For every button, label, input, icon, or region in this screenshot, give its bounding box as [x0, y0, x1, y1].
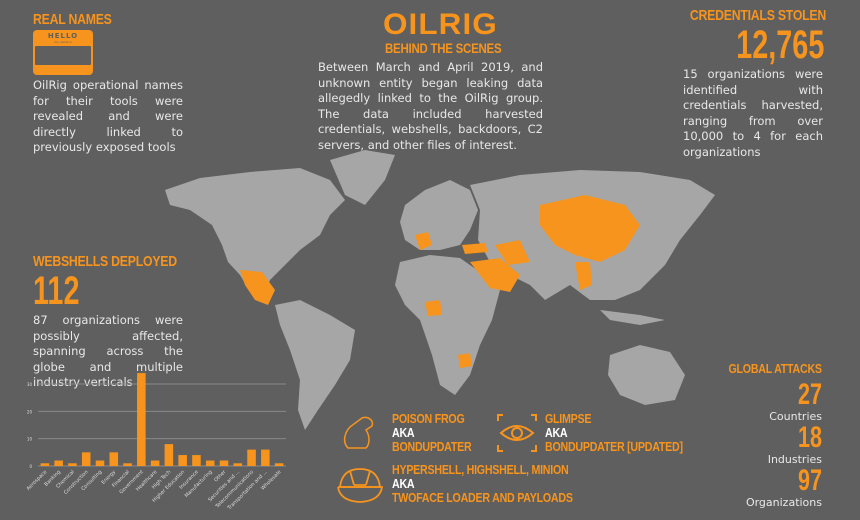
industry-bar-chart: 0102030AerospaceBankingChemicalConstruct…	[26, 373, 286, 512]
greenland	[330, 150, 395, 205]
countries-label: Countries	[769, 410, 822, 423]
global-attacks-title: GLOBAL ATTACKS	[728, 361, 823, 376]
bar	[95, 460, 105, 466]
credentials-description: 15 organizations were identified with cr…	[683, 67, 823, 159]
indonesia	[600, 310, 665, 325]
bar	[81, 452, 91, 466]
tool-aka: AKA	[392, 425, 415, 440]
middle-east-highlight	[470, 258, 520, 292]
global-attacks-stats: 27 Countries 18 Industries 97 Organizati…	[722, 378, 822, 510]
china-highlight	[540, 195, 640, 262]
badge-text: HELLO	[47, 32, 79, 40]
bar	[219, 460, 229, 466]
real-names-title: REAL NAMES	[33, 11, 112, 28]
tool-glimpse: GLIMPSE AKA BONDUPDATER [UPDATED]	[545, 412, 683, 454]
bar	[205, 460, 215, 466]
turtle-shell-icon	[336, 465, 384, 505]
continents	[165, 150, 715, 430]
tool-alias: BONDUPDATER	[392, 439, 472, 454]
tool-name: POISON FROG	[392, 411, 465, 426]
webshells-description: 87 organizations were possibly affected,…	[33, 313, 183, 389]
tool-aka: AKA	[545, 425, 568, 440]
webshells-value: 112	[33, 269, 80, 313]
bar	[233, 463, 243, 466]
south-america	[275, 300, 355, 430]
hello-badge-icon: HELLO my name is	[33, 30, 93, 75]
tool-hypershell: HYPERSHELL, HIGHSHELL, MINION AKA TWOFAC…	[392, 463, 573, 505]
y-tick-label: 0	[29, 464, 32, 469]
tool-alias: TWOFACE LOADER AND PAYLOADS	[392, 490, 573, 505]
africa	[395, 255, 500, 395]
iran-highlight	[495, 240, 530, 265]
credentials-title: CREDENTIALS STOLEN	[689, 7, 826, 24]
turkey-highlight	[462, 243, 488, 254]
webshells-title: WEBSHELLS DEPLOYED	[33, 253, 177, 270]
nigeria-highlight	[425, 300, 442, 316]
bar	[68, 463, 77, 466]
tool-name: HYPERSHELL, HIGHSHELL, MINION	[392, 462, 569, 477]
header-description: Between March and April 2019, and unknow…	[318, 60, 543, 152]
southern-africa-highlight	[458, 353, 472, 368]
bar	[164, 444, 174, 466]
y-tick-label: 20	[27, 409, 33, 414]
southeast-asia-highlight	[575, 262, 592, 290]
tool-aka: AKA	[392, 476, 415, 491]
y-tick-label: 30	[27, 382, 33, 387]
bar	[247, 449, 256, 466]
bar	[109, 452, 119, 466]
bar	[40, 463, 50, 466]
frog-icon	[340, 412, 380, 452]
credentials-value: 12,765	[735, 23, 824, 67]
bar	[54, 460, 63, 466]
tool-poison-frog: POISON FROG AKA BONDUPDATER	[392, 411, 472, 454]
organizations-value: 97	[797, 464, 822, 497]
mexico-highlight	[240, 270, 275, 305]
france-highlight	[415, 232, 432, 250]
australia	[608, 345, 685, 405]
bar	[178, 455, 187, 466]
bar	[261, 449, 270, 466]
affected-countries	[240, 195, 640, 368]
x-tick-label: Aerospace	[26, 469, 49, 492]
europe	[400, 180, 478, 250]
bar	[274, 463, 284, 466]
oilrig-logo: OILRIG	[383, 10, 497, 40]
eye-icon	[497, 413, 537, 453]
real-names-description: OilRig operational names for their tools…	[33, 78, 183, 154]
bar	[137, 373, 146, 466]
countries-value: 27	[797, 378, 822, 411]
badge-subtext: my name is	[54, 40, 72, 44]
header-subtitle: BEHIND THE SCENES	[385, 40, 502, 56]
bar	[123, 463, 132, 466]
industries-value: 18	[797, 421, 822, 454]
bar	[192, 455, 201, 466]
tool-alias: BONDUPDATER [UPDATED]	[545, 439, 683, 454]
y-tick-label: 10	[27, 437, 33, 442]
bar	[150, 460, 160, 466]
north-america	[165, 168, 345, 300]
tool-name: GLIMPSE	[545, 411, 592, 426]
organizations-label: Organizations	[745, 496, 822, 509]
logo-text: OILRIG	[383, 8, 498, 41]
industries-label: Industries	[767, 453, 822, 466]
